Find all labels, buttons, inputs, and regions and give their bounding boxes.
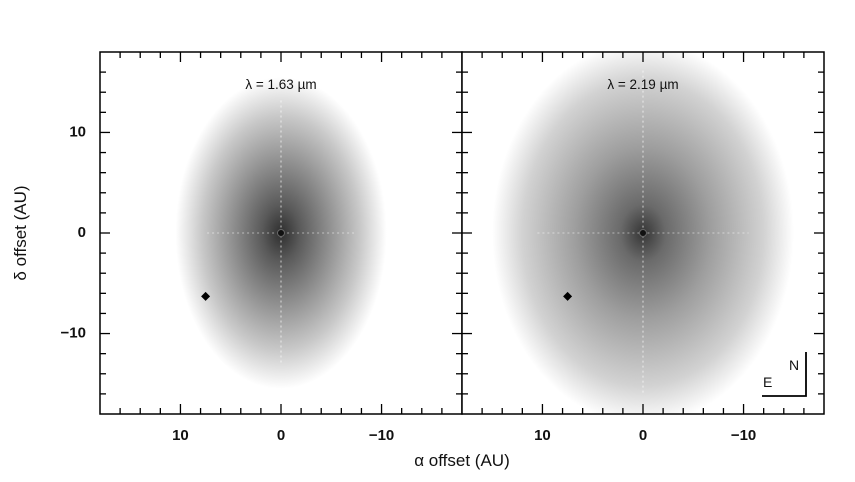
panel-right-companion-marker: [563, 291, 573, 301]
x-tick-label-right-0: 0: [639, 427, 647, 444]
x-tick-label-left-10: 10: [172, 427, 189, 444]
compass-east-label: E: [763, 374, 772, 390]
x-tick-labels-right: 10 0 −10: [534, 427, 756, 444]
panel-left-title: λ = 1.63 µm: [245, 77, 316, 92]
y-tick-label-minus-10: −10: [61, 325, 86, 342]
x-tick-label-left-minus-10: −10: [369, 427, 394, 444]
y-tick-label-10: 10: [69, 123, 86, 140]
panel-right-ticks: [462, 52, 824, 414]
x-tick-labels-left: 10 0 −10: [172, 427, 394, 444]
panel-right: λ = 2.19 µm E N: [461, 51, 825, 415]
x-axis-title: α offset (AU): [414, 451, 509, 470]
panel-right-central-star: [639, 229, 647, 237]
panel-left-companion-marker: [201, 291, 211, 301]
panel-left-ticks: [100, 52, 462, 414]
companion-diamond-right: [563, 291, 573, 301]
compass-arrow-lines: [762, 352, 807, 397]
companion-diamond-left: [201, 291, 211, 301]
panel-right-title: λ = 2.19 µm: [607, 77, 678, 92]
x-tick-label-right-10: 10: [534, 427, 551, 444]
panel-left-central-star: [277, 229, 285, 237]
x-tick-label-right-minus-10: −10: [731, 427, 756, 444]
compass: E N: [762, 352, 807, 397]
y-tick-labels: 10 0 −10: [61, 123, 86, 341]
x-tick-label-left-0: 0: [277, 427, 285, 444]
panel-left: λ = 1.63 µm: [99, 51, 463, 415]
compass-north-label: N: [789, 357, 799, 373]
y-axis-title: δ offset (AU): [11, 185, 30, 280]
y-tick-label-0: 0: [78, 224, 86, 241]
